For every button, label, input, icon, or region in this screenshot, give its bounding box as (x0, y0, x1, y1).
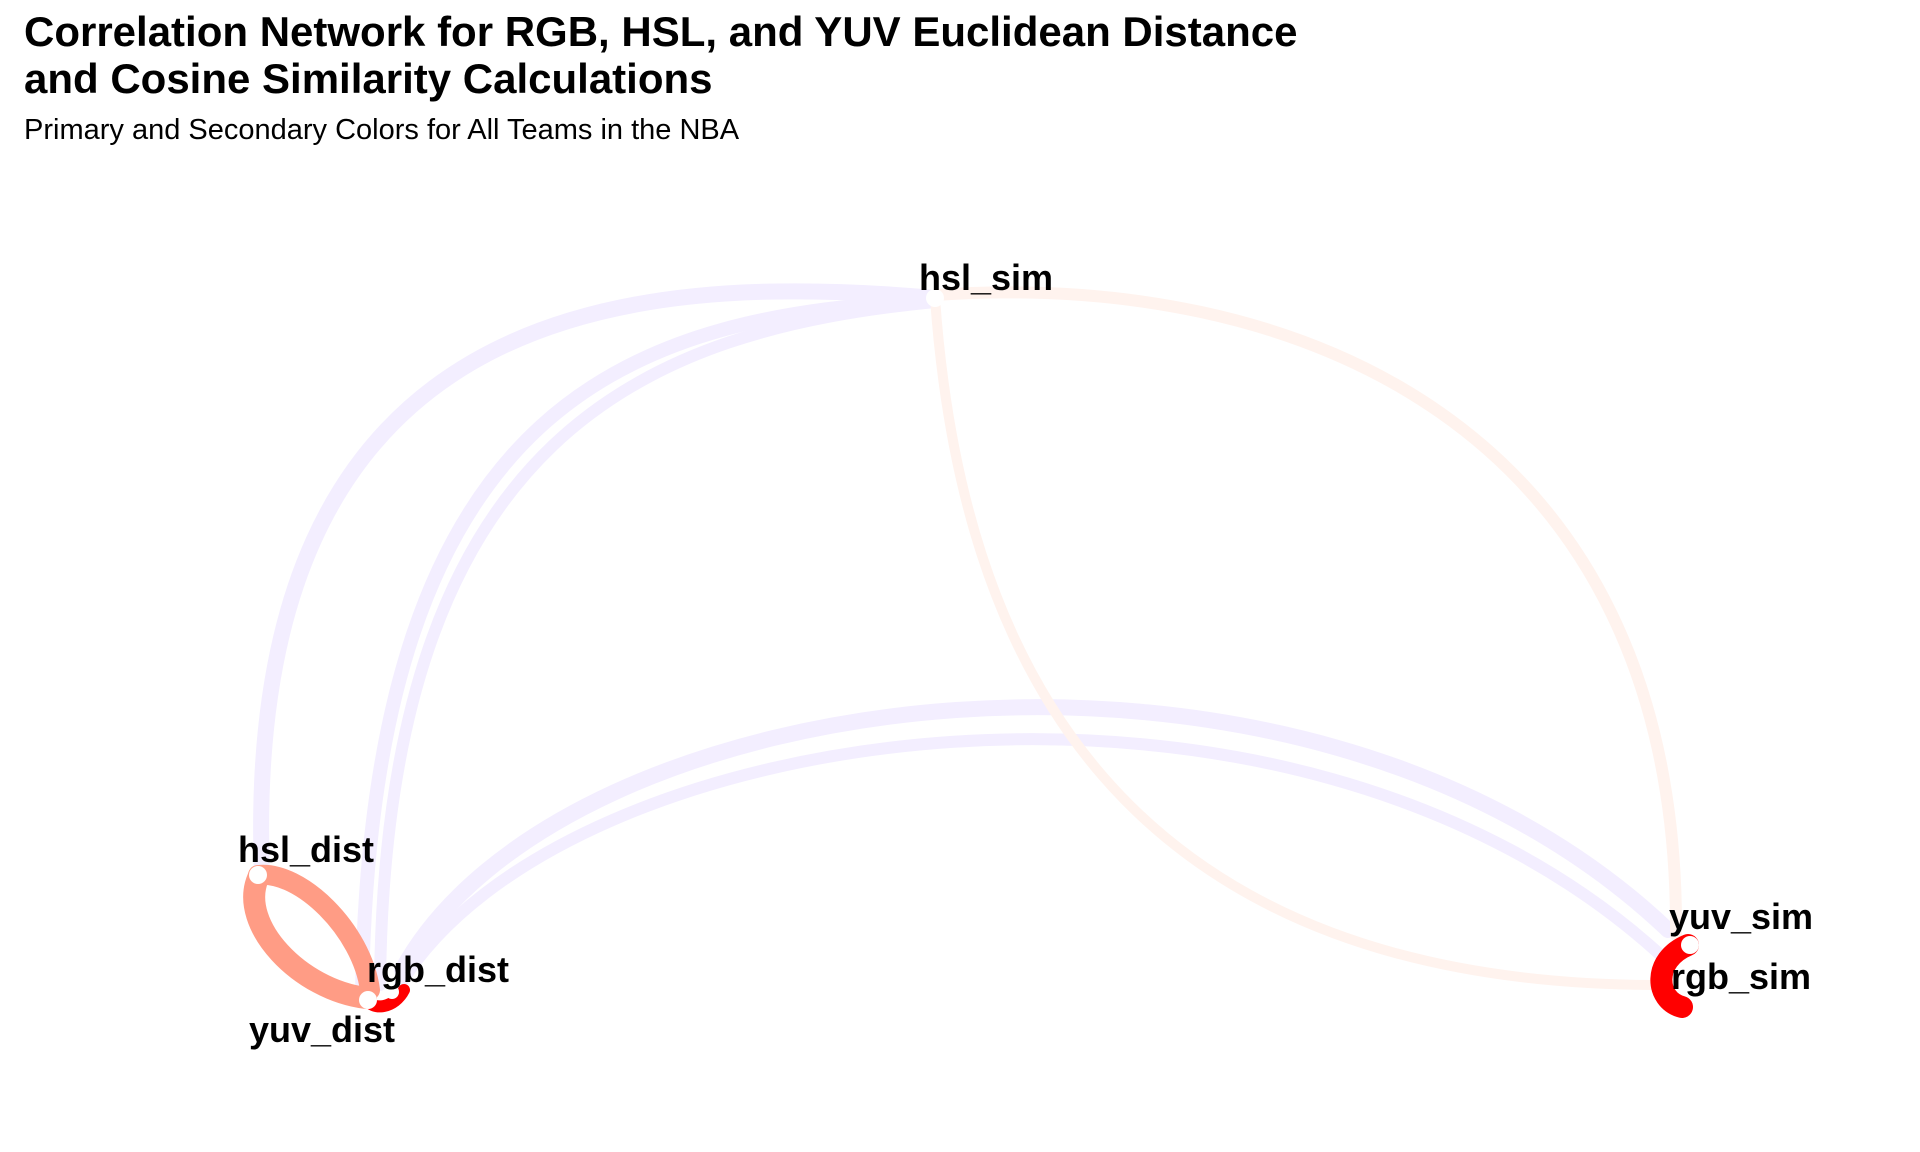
chart-title: Correlation Network for RGB, HSL, and YU… (24, 8, 1524, 102)
node-yuv-sim (1681, 936, 1699, 954)
edge-yuv-dist-rgb-sim (394, 733, 1672, 991)
node-label-rgb-dist: rgb_dist (367, 949, 509, 990)
node-hsl-sim (926, 289, 944, 307)
edge-hsl-sim-rgb-sim (930, 293, 1677, 991)
node-label-hsl-dist: hsl_dist (238, 829, 374, 870)
node-label-hsl-sim: hsl_sim (919, 257, 1053, 298)
edge-hsl-sim-yuv-dist (355, 293, 942, 1002)
edge-hsl-dist-yuv-dist (243, 867, 377, 1009)
edge-yuv-sim-rgb-sim (1650, 934, 1699, 1018)
title-line-1: Correlation Network for RGB, HSL, and YU… (24, 8, 1298, 55)
edge-hsl-sim-hsl-dist (253, 283, 943, 883)
edge-rgb-dist-yuv-sim (394, 699, 1676, 978)
node-label-yuv-dist: yuv_dist (249, 1009, 395, 1050)
node-yuv-dist (359, 991, 377, 1009)
node-label-yuv-sim: yuv_sim (1669, 896, 1813, 937)
edge-hsl-sim-rgb-dist (374, 296, 941, 991)
chart-subtitle: Primary and Secondary Colors for All Tea… (24, 114, 740, 146)
node-rgb-dist (385, 985, 399, 999)
node-label-rgb-sim: rgb_sim (1671, 956, 1811, 997)
node-rgb-sim (1673, 968, 1687, 982)
edge-hsl-sim-yuv-sim (929, 286, 1683, 941)
title-line-2: and Cosine Similarity Calculations (24, 55, 713, 102)
node-hsl-dist (249, 866, 267, 884)
edge-hsl-dist-rgb-dist (248, 864, 380, 1000)
